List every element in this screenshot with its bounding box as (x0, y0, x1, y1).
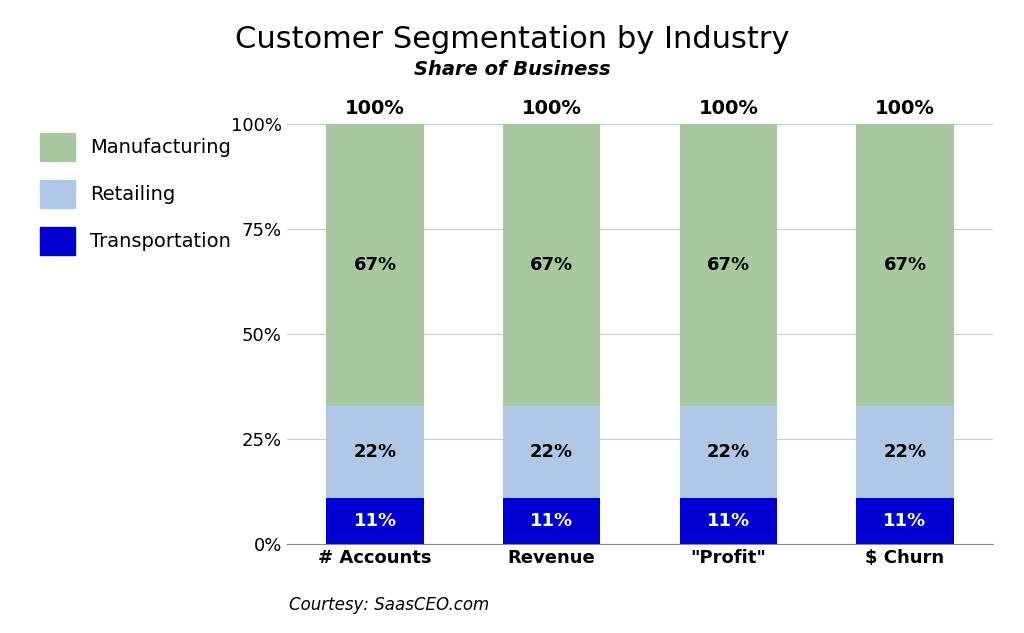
Text: 100%: 100% (698, 99, 758, 118)
Text: 67%: 67% (884, 256, 927, 274)
Bar (856, 124, 953, 406)
Bar (327, 124, 424, 406)
Text: 22%: 22% (884, 443, 927, 461)
Bar (856, 498, 953, 544)
Text: 100%: 100% (345, 99, 404, 118)
Bar (680, 498, 777, 544)
Bar (680, 124, 777, 406)
Bar (503, 498, 600, 544)
Text: Courtesy: SaasCEO.com: Courtesy: SaasCEO.com (289, 596, 489, 614)
Text: 22%: 22% (707, 443, 750, 461)
Bar (503, 124, 600, 406)
Text: 100%: 100% (522, 99, 582, 118)
Text: 11%: 11% (884, 512, 927, 530)
Text: 11%: 11% (707, 512, 750, 530)
Bar (503, 406, 600, 498)
Text: 22%: 22% (353, 443, 396, 461)
Text: 67%: 67% (353, 256, 396, 274)
Text: 67%: 67% (530, 256, 573, 274)
Bar (327, 498, 424, 544)
Bar (327, 406, 424, 498)
Text: 22%: 22% (530, 443, 573, 461)
Text: 11%: 11% (530, 512, 573, 530)
Legend: Manufacturing, Retailing, Transportation: Manufacturing, Retailing, Transportation (30, 123, 241, 265)
Text: Share of Business: Share of Business (414, 60, 610, 79)
Bar (856, 406, 953, 498)
Bar (680, 406, 777, 498)
Text: 67%: 67% (707, 256, 750, 274)
Text: 100%: 100% (876, 99, 935, 118)
Text: 11%: 11% (353, 512, 396, 530)
Text: Customer Segmentation by Industry: Customer Segmentation by Industry (234, 25, 790, 54)
